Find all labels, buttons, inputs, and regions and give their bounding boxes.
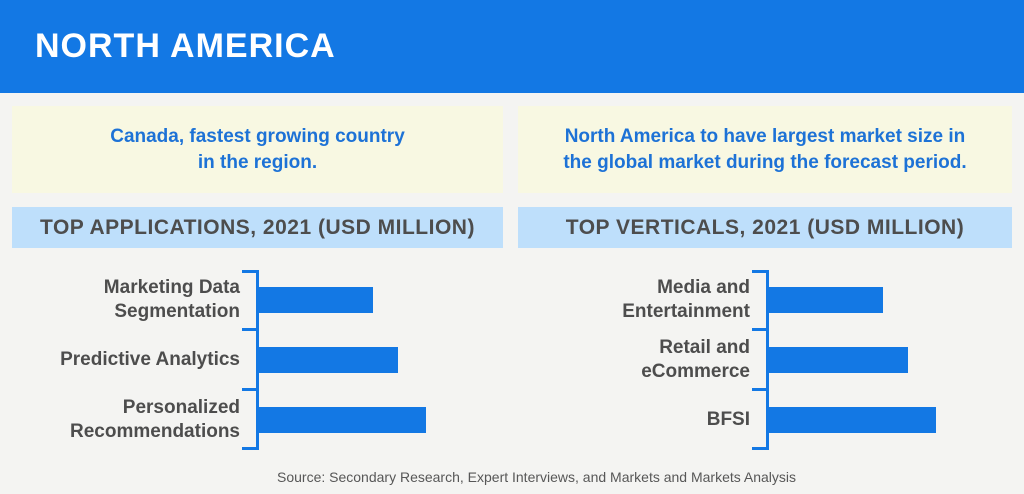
- bar-label: BFSI: [706, 409, 750, 431]
- bar-label: Marketing Data Segmentation: [103, 277, 240, 322]
- verticals-bar-chart: Media and Entertainment Retail and eComme…: [518, 270, 1012, 450]
- applications-bar-chart: Marketing Data Segmentation Predictive An…: [12, 270, 503, 450]
- bar-label: Retail and eCommerce: [641, 337, 750, 382]
- bar: [769, 287, 883, 313]
- section-title-text: TOP APPLICATIONS, 2021 (USD MILLION): [40, 215, 475, 239]
- bar: [259, 347, 398, 373]
- section-title-top-verticals: TOP VERTICALS, 2021 (USD MILLION): [518, 207, 1012, 248]
- axis-line: [766, 270, 769, 450]
- axis-tick: [752, 388, 766, 391]
- chart-row: Retail and eCommerce: [518, 330, 1012, 390]
- bar: [259, 287, 373, 313]
- axis-tick: [752, 270, 766, 273]
- bar-label: Predictive Analytics: [60, 349, 240, 371]
- highlight-text-canada: Canada, fastest growing country in the r…: [110, 125, 405, 173]
- bar-label: Media and Entertainment: [622, 277, 750, 322]
- bar: [769, 347, 908, 373]
- highlight-box-canada: Canada, fastest growing country in the r…: [12, 106, 503, 193]
- chart-row: Marketing Data Segmentation: [12, 270, 503, 330]
- axis-tick: [242, 270, 256, 273]
- bar: [259, 407, 426, 433]
- bar: [769, 407, 936, 433]
- section-title-top-applications: TOP APPLICATIONS, 2021 (USD MILLION): [12, 207, 503, 248]
- axis-tick: [242, 328, 256, 331]
- chart-row: Predictive Analytics: [12, 330, 503, 390]
- axis-tick: [242, 388, 256, 391]
- highlight-text-market-size: North America to have largest market siz…: [563, 125, 967, 173]
- source-note: Source: Secondary Research, Expert Inter…: [277, 469, 797, 485]
- axis-tick: [242, 447, 256, 450]
- axis-tick: [752, 328, 766, 331]
- section-title-text: TOP VERTICALS, 2021 (USD MILLION): [565, 215, 965, 239]
- axis-line: [256, 270, 259, 450]
- axis-tick: [752, 447, 766, 450]
- chart-row: Personalized Recommendations: [12, 390, 503, 450]
- page-title: NORTH AMERICA: [35, 27, 336, 65]
- highlight-box-market-size: North America to have largest market siz…: [518, 106, 1012, 193]
- chart-row: Media and Entertainment: [518, 270, 1012, 330]
- chart-row: BFSI: [518, 390, 1012, 450]
- header-banner: NORTH AMERICA: [0, 0, 1024, 93]
- bar-label: Personalized Recommendations: [70, 397, 240, 442]
